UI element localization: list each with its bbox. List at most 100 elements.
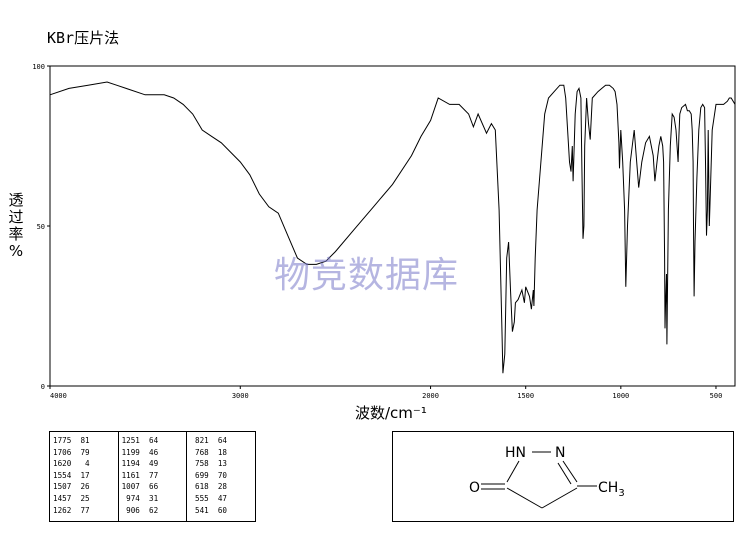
spectrum-line xyxy=(49,81,736,374)
peak-wavenumber: 758 xyxy=(190,459,209,469)
peak-entry: 618 28 xyxy=(190,481,252,493)
watermark-text: 物竞数据库 xyxy=(274,255,460,296)
methyl-subscript: 3 xyxy=(618,488,624,499)
peak-table-column: 1775 81 1706 79 1620 4 1554 17 1507 26 1457 2… xyxy=(50,432,119,521)
x-tick-label: 1000 xyxy=(612,392,629,400)
peak-entry: 1251 64 xyxy=(122,435,184,447)
peak-entry: 1457 25 xyxy=(53,493,115,505)
y-axis-unit: % xyxy=(8,242,24,260)
peak-entry: 974 31 xyxy=(122,493,184,505)
x-tick-label: 2000 xyxy=(422,392,439,400)
peak-wavenumber: 1199 xyxy=(121,447,140,457)
y-axis-label-char: 透 xyxy=(8,191,24,209)
peak-entry: 821 64 xyxy=(190,435,252,447)
atom-o: O xyxy=(469,480,480,496)
peak-table-grid: 1775 81 1706 79 1620 4 1554 17 1507 26 1457 2… xyxy=(50,432,255,521)
peak-entry: 1775 81 xyxy=(53,435,115,447)
molecule-structure: HN N O CH3 xyxy=(469,445,625,509)
peak-entry: 1007 66 xyxy=(122,481,184,493)
structure-panel: HN N O CH3 xyxy=(392,431,734,522)
spectrum-chart: 4000 3000 2000 1500 1000 500 0 50 100 xyxy=(32,63,736,400)
peak-entry: 906 62 xyxy=(122,505,184,517)
plot-frame xyxy=(49,65,736,387)
x-tick-label: 1500 xyxy=(517,392,534,400)
peak-transmittance: 79 xyxy=(71,447,90,457)
peak-wavenumber: 699 xyxy=(190,470,209,480)
peak-wavenumber: 1194 xyxy=(121,459,140,469)
peak-entry: 1620 4 xyxy=(53,458,115,470)
y-tick-label: 100 xyxy=(32,63,45,71)
y-axis-label: 透 过 率 % xyxy=(6,192,26,260)
peak-wavenumber: 821 xyxy=(190,436,209,445)
x-tick-label: 3000 xyxy=(232,392,249,400)
x-tick-label: 4000 xyxy=(50,392,67,400)
tick-group: 4000 3000 2000 1500 1000 500 0 50 100 xyxy=(32,63,722,400)
peak-entry: 1706 79 xyxy=(53,447,115,459)
peak-entry: 1199 46 xyxy=(122,447,184,459)
peak-transmittance: 77 xyxy=(139,470,159,480)
y-axis-label-char: 过 xyxy=(8,208,24,226)
peak-wavenumber: 1507 xyxy=(53,482,72,492)
peak-table-column: 821 64 768 18 758 13 699 70 618 28 555 4… xyxy=(187,432,255,521)
peak-transmittance: 26 xyxy=(71,482,90,492)
peak-wavenumber: 1251 xyxy=(121,436,140,445)
peak-transmittance: 70 xyxy=(208,470,228,480)
peak-entry: 1194 49 xyxy=(122,458,184,470)
peak-entry: 1507 26 xyxy=(53,481,115,493)
bond-ch2-c xyxy=(541,487,578,509)
peak-transmittance: 13 xyxy=(208,459,228,469)
peak-transmittance: 64 xyxy=(208,436,228,445)
peak-entry: 699 70 xyxy=(190,470,252,482)
peak-table-row: 1775 81 1706 79 1620 4 1554 17 1507 26 1457 2… xyxy=(50,432,255,521)
methyl-label: CH xyxy=(598,480,618,496)
x-tick-label: 500 xyxy=(710,392,723,400)
x-axis-label: 波数/cm⁻¹ xyxy=(355,404,427,422)
peak-wavenumber: 768 xyxy=(190,447,209,457)
peak-transmittance: 46 xyxy=(139,447,159,457)
peak-wavenumber: 974 xyxy=(121,493,140,503)
atom-nh: HN xyxy=(505,445,526,461)
peak-wavenumber: 1706 xyxy=(53,447,72,457)
peak-transmittance: 49 xyxy=(139,459,159,469)
peak-transmittance: 28 xyxy=(208,482,228,492)
peak-wavenumber: 1007 xyxy=(121,482,140,492)
peak-entry: 768 18 xyxy=(190,447,252,459)
bond-c-ch2 xyxy=(506,487,543,509)
peak-wavenumber: 1620 xyxy=(53,459,72,469)
bond-nh-c xyxy=(506,460,520,483)
peak-entry: 1161 77 xyxy=(122,470,184,482)
peak-wavenumber: 906 xyxy=(121,505,140,515)
y-tick-label: 50 xyxy=(37,223,45,231)
peak-entry: 1262 77 xyxy=(53,505,115,517)
bond-n-c-outer xyxy=(562,460,578,483)
peak-transmittance: 81 xyxy=(71,436,90,445)
peak-transmittance: 25 xyxy=(71,493,90,503)
peak-wavenumber: 541 xyxy=(190,505,209,515)
peak-transmittance: 47 xyxy=(208,493,228,503)
peak-wavenumber: 555 xyxy=(190,493,209,503)
peak-wavenumber: 618 xyxy=(190,482,209,492)
peak-wavenumber: 1554 xyxy=(53,470,72,480)
bond-n-c-inner xyxy=(557,462,572,485)
peak-table: 1775 81 1706 79 1620 4 1554 17 1507 26 1457 2… xyxy=(49,431,256,522)
y-axis-label-char: 率 xyxy=(8,225,24,243)
peak-transmittance: 66 xyxy=(139,482,159,492)
method-title: KBr压片法 xyxy=(47,29,120,47)
peak-entry: 541 60 xyxy=(190,505,252,517)
peak-transmittance: 64 xyxy=(139,436,159,445)
peak-wavenumber: 1161 xyxy=(121,470,140,480)
peak-transmittance: 77 xyxy=(71,505,90,515)
atom-n: N xyxy=(555,445,565,461)
peak-wavenumber: 1262 xyxy=(53,505,72,515)
peak-wavenumber: 1457 xyxy=(53,493,72,503)
peak-transmittance: 62 xyxy=(139,505,159,515)
peak-transmittance: 31 xyxy=(139,493,159,503)
peak-entry: 758 13 xyxy=(190,458,252,470)
peak-transmittance: 17 xyxy=(71,470,90,480)
peak-table-column: 1251 64 1199 46 1194 49 1161 77 1007 66 974 … xyxy=(118,432,188,521)
methyl-group: CH3 xyxy=(598,480,625,499)
peak-entry: 555 47 xyxy=(190,493,252,505)
peak-entry: 1554 17 xyxy=(53,470,115,482)
peak-transmittance: 60 xyxy=(208,505,228,515)
peak-transmittance: 4 xyxy=(71,459,90,469)
